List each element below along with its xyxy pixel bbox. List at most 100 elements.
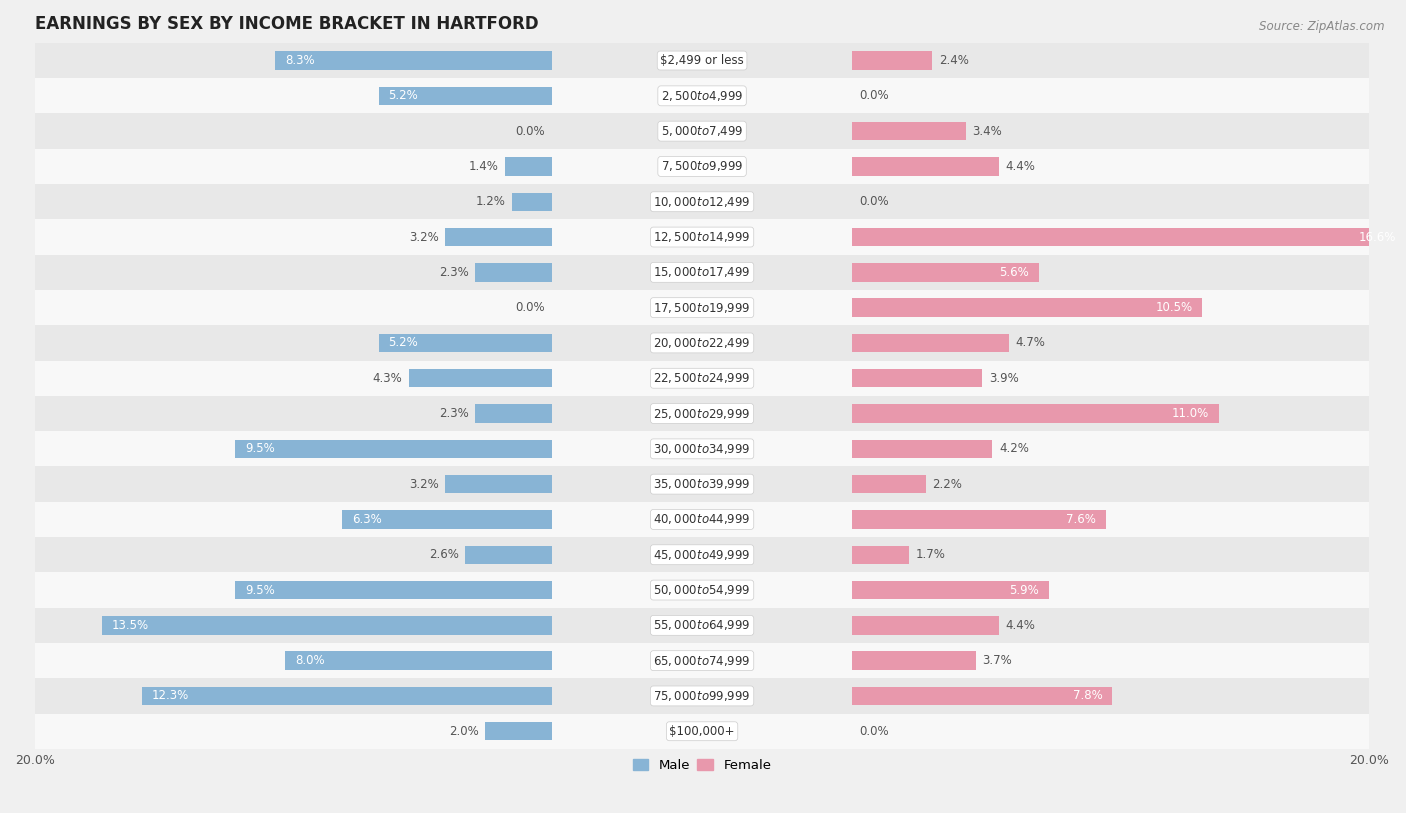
Text: $12,500 to $14,999: $12,500 to $14,999 xyxy=(654,230,751,244)
Text: 2.0%: 2.0% xyxy=(449,724,478,737)
Bar xyxy=(852,369,983,388)
Bar xyxy=(446,475,553,493)
Text: $5,000 to $7,499: $5,000 to $7,499 xyxy=(661,124,744,138)
Text: 2.3%: 2.3% xyxy=(439,407,468,420)
Bar xyxy=(235,580,553,599)
Text: 2.3%: 2.3% xyxy=(439,266,468,279)
Text: 6.3%: 6.3% xyxy=(352,513,381,526)
Bar xyxy=(35,643,1369,678)
Text: 0.0%: 0.0% xyxy=(859,89,889,102)
Bar xyxy=(35,290,1369,325)
Bar xyxy=(35,678,1369,714)
Bar xyxy=(475,263,553,281)
Text: 2.6%: 2.6% xyxy=(429,548,458,561)
Bar xyxy=(35,502,1369,537)
Legend: Male, Female: Male, Female xyxy=(627,754,776,777)
Bar xyxy=(101,616,553,634)
Text: 2.4%: 2.4% xyxy=(939,54,969,67)
Text: 1.7%: 1.7% xyxy=(915,548,945,561)
Text: $10,000 to $12,499: $10,000 to $12,499 xyxy=(654,195,751,209)
Bar xyxy=(852,616,998,634)
Bar xyxy=(852,440,993,458)
Bar xyxy=(852,228,1406,246)
Text: 0.0%: 0.0% xyxy=(516,124,546,137)
Text: $2,500 to $4,999: $2,500 to $4,999 xyxy=(661,89,744,102)
Text: EARNINGS BY SEX BY INCOME BRACKET IN HARTFORD: EARNINGS BY SEX BY INCOME BRACKET IN HAR… xyxy=(35,15,538,33)
Text: $55,000 to $64,999: $55,000 to $64,999 xyxy=(654,619,751,633)
Text: 9.5%: 9.5% xyxy=(245,442,274,455)
Text: 7.8%: 7.8% xyxy=(1073,689,1102,702)
Text: $75,000 to $99,999: $75,000 to $99,999 xyxy=(654,689,751,703)
Bar xyxy=(35,361,1369,396)
Text: $15,000 to $17,499: $15,000 to $17,499 xyxy=(654,265,751,280)
Text: 8.3%: 8.3% xyxy=(285,54,315,67)
Bar xyxy=(35,607,1369,643)
Bar xyxy=(35,114,1369,149)
Bar xyxy=(35,43,1369,78)
Bar xyxy=(852,263,1039,281)
Text: 3.2%: 3.2% xyxy=(409,231,439,244)
Bar xyxy=(35,714,1369,749)
Text: 0.0%: 0.0% xyxy=(859,724,889,737)
Bar xyxy=(378,87,553,105)
Text: 5.9%: 5.9% xyxy=(1010,584,1039,597)
Text: 1.4%: 1.4% xyxy=(468,160,499,173)
Text: 4.7%: 4.7% xyxy=(1015,337,1046,350)
Text: $100,000+: $100,000+ xyxy=(669,724,735,737)
Text: 0.0%: 0.0% xyxy=(516,301,546,314)
Bar xyxy=(852,122,966,141)
Text: $17,500 to $19,999: $17,500 to $19,999 xyxy=(654,301,751,315)
Text: 16.6%: 16.6% xyxy=(1358,231,1396,244)
Text: $2,499 or less: $2,499 or less xyxy=(661,54,744,67)
Text: 3.9%: 3.9% xyxy=(988,372,1019,385)
Text: 12.3%: 12.3% xyxy=(152,689,188,702)
Bar xyxy=(285,651,553,670)
Bar xyxy=(409,369,553,388)
Bar xyxy=(852,475,925,493)
Text: 5.2%: 5.2% xyxy=(388,337,418,350)
Text: 3.4%: 3.4% xyxy=(973,124,1002,137)
Text: $40,000 to $44,999: $40,000 to $44,999 xyxy=(654,512,751,527)
Bar xyxy=(852,687,1112,705)
Bar xyxy=(35,396,1369,431)
Bar xyxy=(852,580,1049,599)
Bar xyxy=(852,51,932,70)
Text: 3.7%: 3.7% xyxy=(983,654,1012,667)
Text: $35,000 to $39,999: $35,000 to $39,999 xyxy=(654,477,751,491)
Text: 4.3%: 4.3% xyxy=(373,372,402,385)
Bar xyxy=(852,511,1105,528)
Bar xyxy=(35,254,1369,290)
Text: 11.0%: 11.0% xyxy=(1171,407,1209,420)
Text: 8.0%: 8.0% xyxy=(295,654,325,667)
Bar xyxy=(852,404,1219,423)
Text: 5.2%: 5.2% xyxy=(388,89,418,102)
Text: 5.6%: 5.6% xyxy=(1000,266,1029,279)
Bar xyxy=(475,404,553,423)
Bar xyxy=(465,546,553,564)
Bar xyxy=(852,298,1202,317)
Bar xyxy=(35,431,1369,467)
Bar xyxy=(35,467,1369,502)
Bar xyxy=(852,651,976,670)
Text: 4.4%: 4.4% xyxy=(1005,619,1035,632)
Bar xyxy=(35,149,1369,184)
Text: 2.2%: 2.2% xyxy=(932,478,962,491)
Bar xyxy=(378,334,553,352)
Text: $30,000 to $34,999: $30,000 to $34,999 xyxy=(654,441,751,456)
Bar xyxy=(35,220,1369,254)
Text: 7.6%: 7.6% xyxy=(1066,513,1095,526)
Text: Source: ZipAtlas.com: Source: ZipAtlas.com xyxy=(1260,20,1385,33)
Bar xyxy=(505,157,553,176)
Bar xyxy=(35,572,1369,607)
Text: $65,000 to $74,999: $65,000 to $74,999 xyxy=(654,654,751,667)
Text: $45,000 to $49,999: $45,000 to $49,999 xyxy=(654,548,751,562)
Text: $50,000 to $54,999: $50,000 to $54,999 xyxy=(654,583,751,597)
Bar xyxy=(276,51,553,70)
Bar xyxy=(235,440,553,458)
Bar xyxy=(342,511,553,528)
Text: 4.4%: 4.4% xyxy=(1005,160,1035,173)
Bar xyxy=(852,334,1010,352)
Text: 1.2%: 1.2% xyxy=(475,195,505,208)
Bar xyxy=(485,722,553,741)
Text: 0.0%: 0.0% xyxy=(859,195,889,208)
